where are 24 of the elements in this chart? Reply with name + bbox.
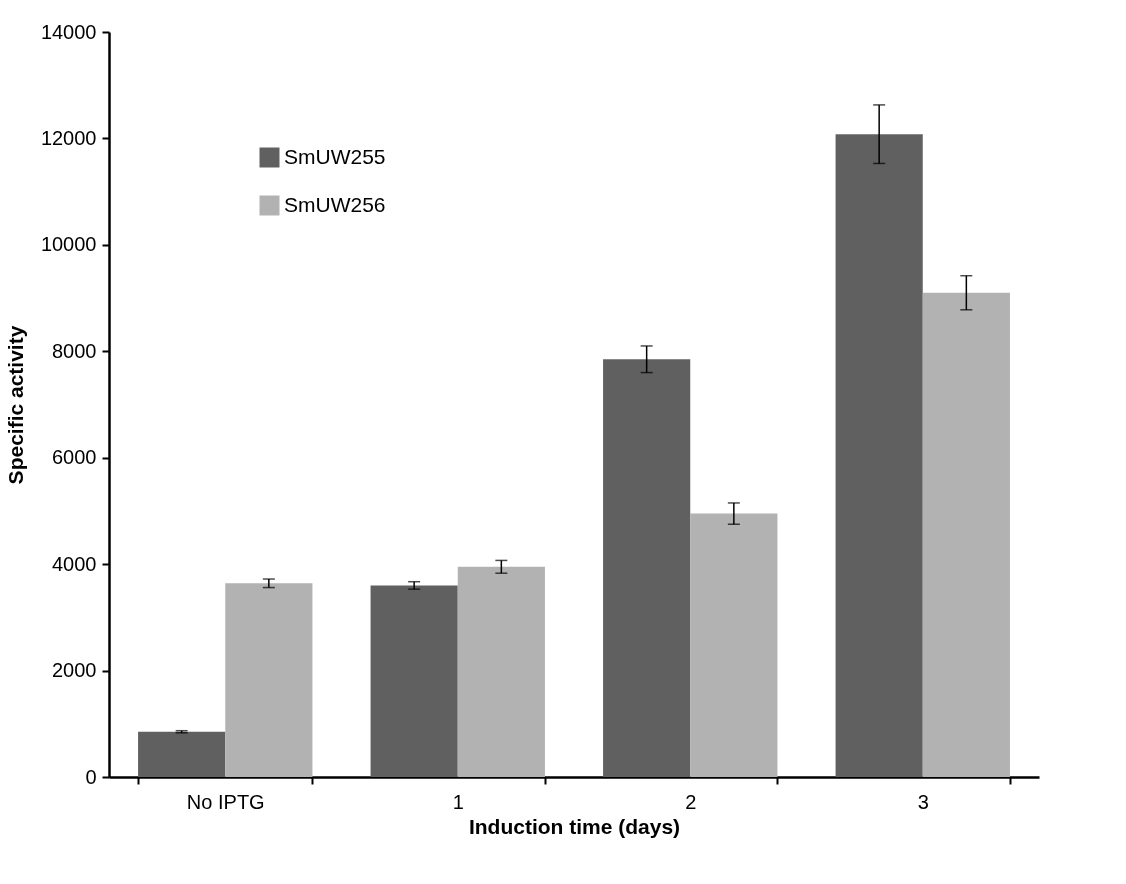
bar [603, 359, 691, 777]
bar [690, 513, 778, 777]
x-tick-label: 2 [685, 790, 697, 813]
bar [370, 585, 458, 777]
x-tick-label: 3 [917, 790, 929, 813]
bar [922, 292, 1010, 777]
bar [457, 566, 545, 777]
y-tick-label: 8000 [52, 339, 97, 362]
y-tick-label: 2000 [52, 659, 97, 682]
y-tick-label: 12000 [40, 126, 97, 149]
y-tick-label: 10000 [40, 233, 97, 256]
bar [225, 583, 313, 777]
y-tick-label: 0 [85, 765, 97, 788]
y-tick-label: 4000 [52, 552, 97, 575]
x-axis-title: Induction time (days) [468, 814, 681, 838]
y-axis-title: Specific activity [3, 325, 27, 485]
legend-label: SmUW255 [284, 144, 386, 168]
y-tick-label: 6000 [52, 446, 97, 469]
x-tick-label: 1 [452, 790, 464, 813]
bar [138, 731, 226, 777]
x-tick-label: No IPTG [186, 790, 265, 813]
y-tick-label: 14000 [40, 20, 97, 43]
bar [835, 134, 923, 777]
legend-label: SmUW256 [284, 192, 386, 216]
